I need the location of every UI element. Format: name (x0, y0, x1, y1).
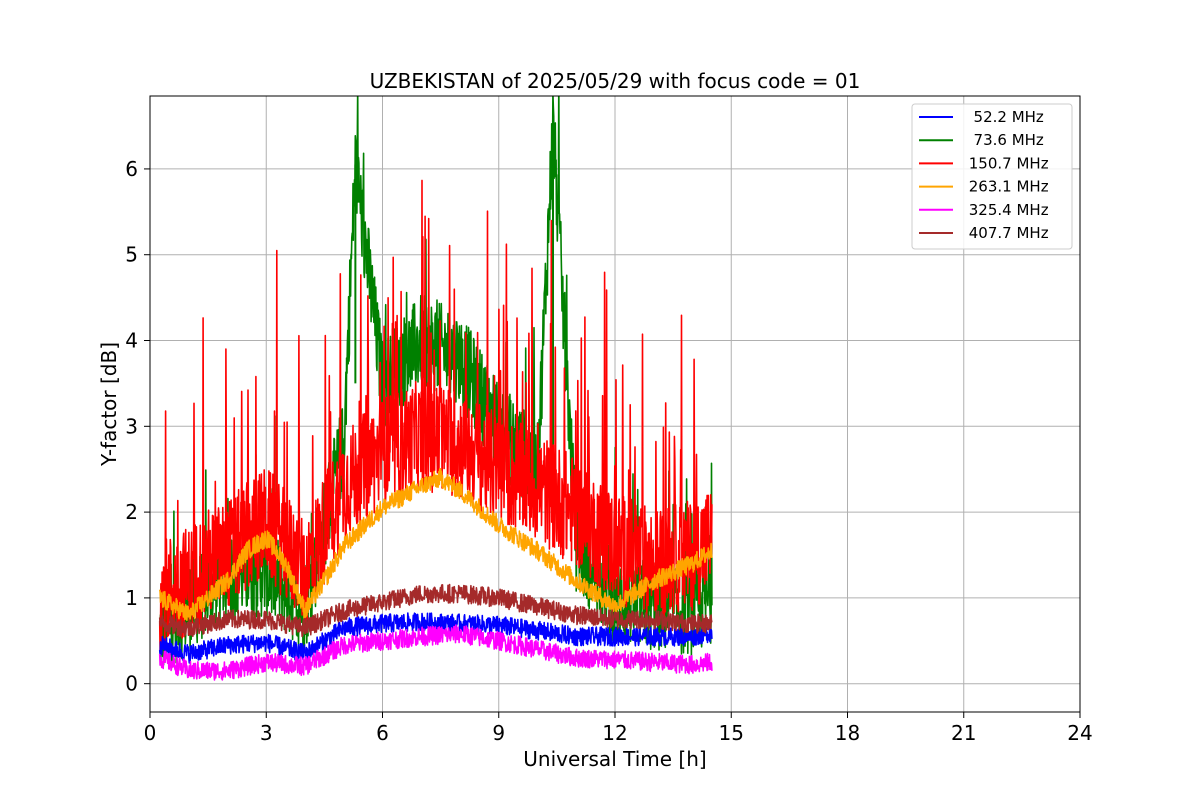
series-line (158, 583, 713, 638)
series-line (158, 467, 713, 622)
x-axis: 0 3 6 9 12 15 18 21 24 (144, 712, 1093, 745)
y-tick-label: 0 (125, 672, 138, 696)
chart-title: UZBEKISTAN of 2025/05/29 with focus code… (370, 69, 861, 93)
x-tick-label: 24 (1067, 721, 1092, 745)
x-tick-label: 0 (144, 721, 157, 745)
x-tick-label: 9 (492, 721, 505, 745)
legend: 52.2 MHz 73.6 MHz 150.7 MHz 263.1 MHz 32… (911, 103, 1073, 250)
x-axis-title: Universal Time [h] (523, 747, 706, 771)
legend-label: 407.7 MHz (964, 224, 1049, 242)
x-tick-label: 18 (835, 721, 860, 745)
y-tick-label: 5 (125, 243, 138, 267)
series-line (158, 612, 713, 664)
series-line (158, 624, 713, 681)
y-tick-label: 3 (125, 414, 138, 438)
y-tick-label: 6 (125, 157, 138, 181)
legend-label: 73.6 MHz (964, 131, 1044, 149)
x-tick-label: 21 (951, 721, 976, 745)
y-tick-label: 2 (125, 500, 138, 524)
y-tick-label: 4 (125, 329, 138, 353)
legend-label: 52.2 MHz (964, 108, 1044, 126)
legend-label: 325.4 MHz (964, 201, 1049, 219)
x-tick-label: 15 (719, 721, 744, 745)
legend-label: 150.7 MHz (964, 154, 1049, 172)
series-line (158, 179, 713, 654)
series-layer (158, 96, 713, 681)
legend-label: 263.1 MHz (964, 178, 1049, 196)
y-axis-title: Y-factor [dB] (97, 342, 121, 467)
x-tick-label: 12 (602, 721, 627, 745)
x-tick-label: 3 (260, 721, 273, 745)
y-tick-label: 1 (125, 586, 138, 610)
x-tick-label: 6 (376, 721, 389, 745)
y-axis: 0 1 2 3 4 5 6 (125, 157, 150, 696)
